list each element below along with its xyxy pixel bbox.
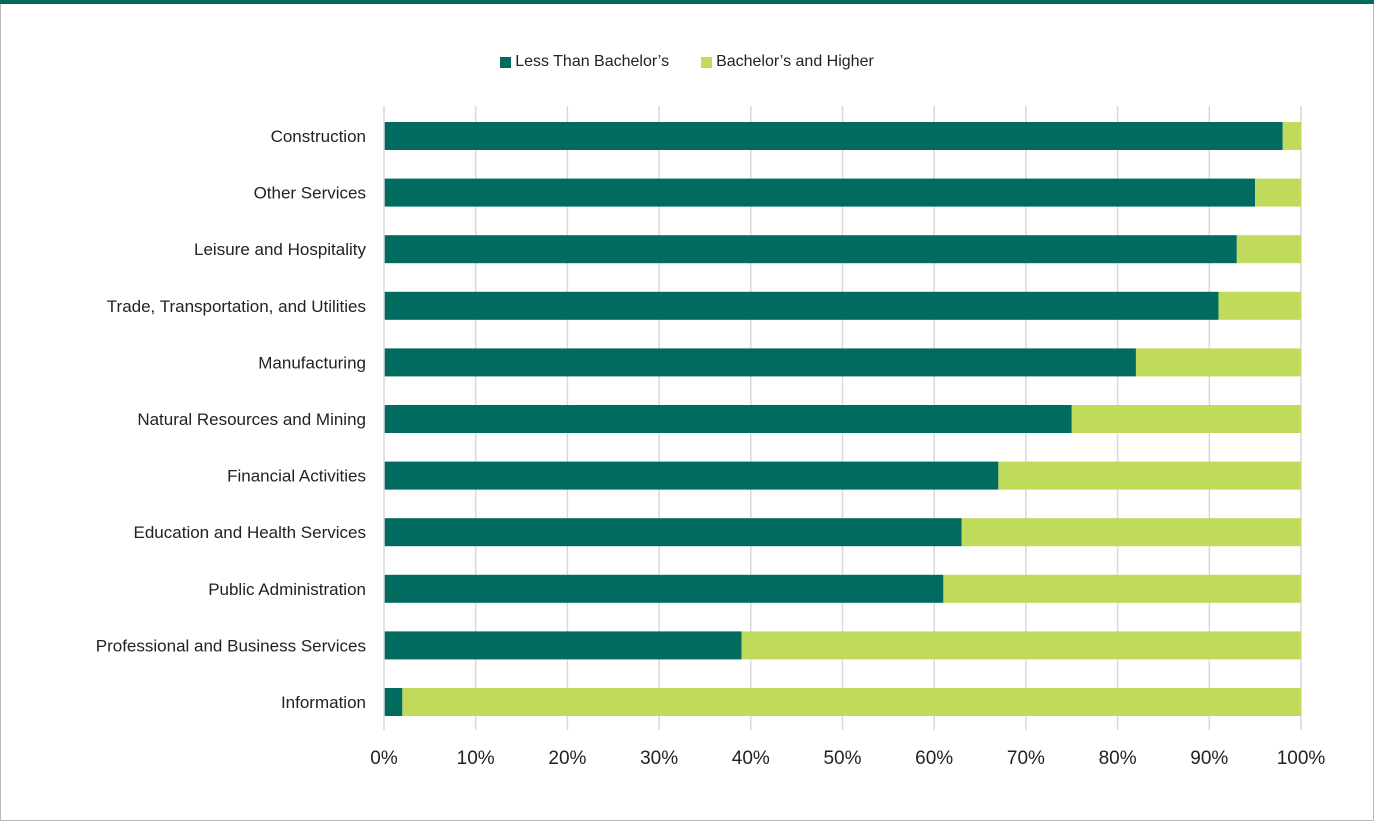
- legend-swatch-bachelors-and-higher: [701, 56, 713, 68]
- bar-bachelors-and-higher: [1236, 235, 1301, 264]
- category-label: Professional and Business Services: [96, 636, 366, 655]
- top-accent-rule: [0, 0, 1374, 4]
- bar-less-than-bachelors: [384, 688, 403, 716]
- bar-less-than-bachelors: [384, 291, 1219, 320]
- bar-less-than-bachelors: [384, 235, 1237, 264]
- bar-less-than-bachelors: [384, 461, 999, 490]
- bar-less-than-bachelors: [384, 405, 1072, 433]
- legend-label-less-than-bachelors: Less Than Bachelor’s: [515, 53, 670, 70]
- legend-label-bachelors-and-higher: Bachelor’s and Higher: [716, 53, 874, 70]
- bars: [384, 122, 1302, 716]
- chart-legend: Less Than Bachelor’s Bachelor’s and High…: [0, 51, 1374, 73]
- x-tick-label: 10%: [457, 748, 495, 769]
- bar-bachelors-and-higher: [961, 518, 1301, 547]
- bar-bachelors-and-higher: [402, 688, 1302, 716]
- category-label: Financial Activities: [227, 467, 366, 486]
- x-tick-label: 100%: [1277, 748, 1326, 769]
- bar-less-than-bachelors: [384, 574, 944, 603]
- bar-bachelors-and-higher: [943, 574, 1301, 603]
- bar-less-than-bachelors: [384, 631, 742, 660]
- bar-less-than-bachelors: [384, 178, 1256, 207]
- bar-bachelors-and-higher: [1071, 405, 1301, 433]
- x-tick-label: 40%: [732, 748, 770, 769]
- category-label: Other Services: [254, 184, 366, 203]
- legend-item-bachelors-and-higher: Bachelor’s and Higher: [701, 53, 874, 71]
- category-label: Information: [281, 693, 366, 712]
- x-tick-label: 20%: [548, 748, 586, 769]
- x-tick-label: 80%: [1099, 748, 1137, 769]
- x-tick-label: 30%: [640, 748, 678, 769]
- bar-bachelors-and-higher: [741, 631, 1301, 660]
- category-label: Education and Health Services: [134, 523, 366, 542]
- category-label: Manufacturing: [258, 353, 366, 372]
- bar-bachelors-and-higher: [1282, 122, 1301, 150]
- category-labels: Construction Other Services Leisure and Ho…: [96, 127, 367, 712]
- category-label: Construction: [271, 127, 366, 146]
- bar-bachelors-and-higher: [1135, 348, 1301, 377]
- x-tick-label: 50%: [823, 748, 861, 769]
- legend-item-less-than-bachelors: Less Than Bachelor’s: [500, 53, 669, 71]
- category-label: Trade, Transportation, and Utilities: [107, 297, 366, 316]
- x-tick-label: 70%: [1007, 748, 1045, 769]
- bar-less-than-bachelors: [384, 348, 1136, 377]
- x-tick-label: 0%: [370, 748, 398, 769]
- category-label: Leisure and Hospitality: [194, 240, 366, 259]
- bar-bachelors-and-higher: [1255, 178, 1301, 207]
- bar-less-than-bachelors: [384, 518, 962, 547]
- category-label: Natural Resources and Mining: [137, 410, 366, 429]
- bar-bachelors-and-higher: [1218, 291, 1301, 320]
- x-tick-label: 60%: [915, 748, 953, 769]
- bar-less-than-bachelors: [384, 122, 1283, 150]
- category-label: Public Administration: [208, 580, 366, 599]
- x-tick-labels: 0% 10% 20% 30% 40% 50% 60% 70% 80% 90% 100%: [370, 748, 1325, 769]
- legend-swatch-less-than-bachelors: [500, 56, 512, 68]
- bar-bachelors-and-higher: [998, 461, 1301, 490]
- x-tick-label: 90%: [1190, 748, 1228, 769]
